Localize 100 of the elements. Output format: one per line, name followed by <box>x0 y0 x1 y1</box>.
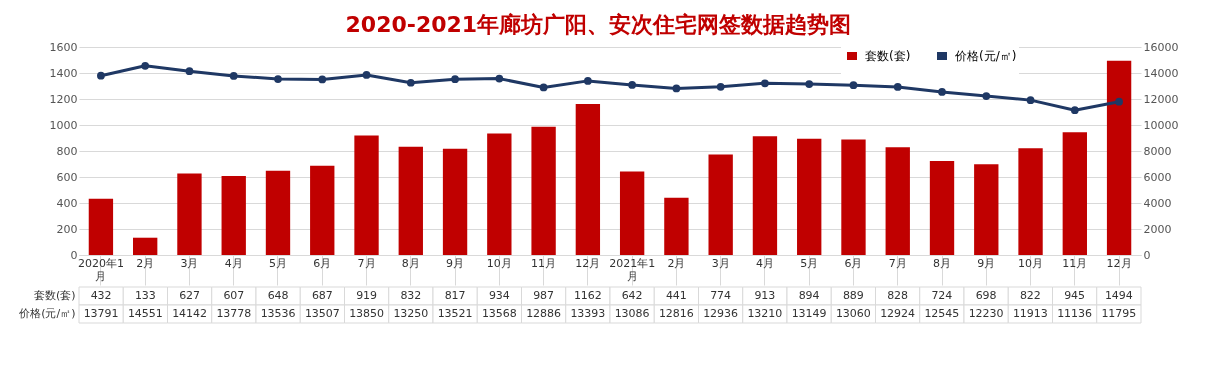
bar <box>1106 60 1132 255</box>
legend-label: 价格(元/㎡) <box>954 49 1017 63</box>
point <box>362 71 371 79</box>
data-label: 642 <box>621 289 643 302</box>
point <box>451 75 459 84</box>
bar <box>708 154 733 255</box>
x-tick-label: 12月 <box>1106 256 1132 270</box>
point <box>406 78 415 87</box>
y-tick-label: 1200 <box>49 92 78 106</box>
x-tick-label: 6月 <box>313 256 332 270</box>
point <box>893 83 902 91</box>
data-label: 919 <box>356 289 378 302</box>
bar <box>133 237 158 255</box>
bar <box>265 170 291 255</box>
point <box>185 67 194 76</box>
bar <box>664 197 689 255</box>
data-label: 12545 <box>924 307 960 320</box>
bar <box>88 198 114 255</box>
y2-tick-label: 2000 <box>1143 222 1172 236</box>
point <box>1070 106 1079 115</box>
bar <box>974 164 999 255</box>
data-label: 1162 <box>573 289 602 302</box>
data-label: 724 <box>931 289 953 302</box>
data-label: 12886 <box>526 307 562 320</box>
point <box>1115 97 1123 106</box>
y2-tick-label: 14000 <box>1143 66 1179 80</box>
bar <box>885 147 910 255</box>
data-label: 14142 <box>172 307 208 320</box>
data-label: 11913 <box>1012 307 1048 320</box>
point <box>761 79 769 88</box>
data-label: 627 <box>179 289 201 302</box>
point <box>716 82 725 91</box>
data-label: 13086 <box>614 307 650 320</box>
y2-tick-label: 12000 <box>1143 92 1179 106</box>
text: 价格(元/㎡) <box>19 307 76 320</box>
data-label: 13536 <box>260 307 296 320</box>
data-label: 12924 <box>880 307 916 320</box>
data-label: 687 <box>311 289 333 302</box>
text: 套数(套) <box>33 289 76 302</box>
y2-tick-label: 4000 <box>1143 196 1172 210</box>
data-label: 14551 <box>127 307 163 320</box>
point <box>672 84 681 93</box>
x-tick-label: 5月 <box>800 256 819 270</box>
x-tick-label: 6月 <box>844 256 863 270</box>
y-tick-label: 1000 <box>49 118 78 132</box>
x-tick-label: 3月 <box>711 256 730 270</box>
x-tick-label: 8月 <box>933 256 952 270</box>
data-label: 13778 <box>216 307 252 320</box>
chart-title: 2020-2021年廊坊广阳、安次住宅网签数据趋势图 <box>345 12 852 37</box>
x-tick-label: 2021年1月 <box>609 256 656 283</box>
point <box>539 83 548 92</box>
point <box>849 81 858 90</box>
point <box>982 92 991 100</box>
x-tick-label: 2月 <box>136 256 155 270</box>
x-tick-label: 4月 <box>224 256 243 270</box>
point <box>805 80 814 88</box>
legend-label: 套数(套) <box>865 49 911 63</box>
data-label: 889 <box>842 289 864 302</box>
x-tick-label: 5月 <box>268 256 287 270</box>
data-label: 822 <box>1019 289 1041 302</box>
data-label: 13568 <box>481 307 517 320</box>
data-label: 13507 <box>304 307 340 320</box>
x-tick-label: 7月 <box>888 256 907 270</box>
data-label: 934 <box>488 289 510 302</box>
data-label: 432 <box>90 289 112 302</box>
bar <box>221 176 246 255</box>
y-tick-label: 1400 <box>49 66 78 80</box>
point <box>628 81 637 89</box>
x-tick-label: 10月 <box>486 256 512 270</box>
data-label: 13210 <box>747 307 783 320</box>
x-tick-label: 2月 <box>667 256 686 270</box>
point <box>938 88 946 96</box>
data-label: 133 <box>134 289 156 302</box>
x-tick-label: 11月 <box>531 256 557 270</box>
x-tick-label: 8月 <box>401 256 420 270</box>
bar <box>354 135 379 255</box>
bar <box>841 139 866 255</box>
point <box>318 75 327 84</box>
y2-tick-label: 6000 <box>1143 170 1172 184</box>
y2-tick-label: 16000 <box>1143 40 1179 54</box>
data-label: 817 <box>444 289 466 302</box>
x-tick-label: 4月 <box>755 256 774 270</box>
data-label: 13850 <box>349 307 385 320</box>
bar <box>1018 148 1043 255</box>
data-label: 13791 <box>83 307 119 320</box>
data-label: 987 <box>533 289 555 302</box>
y-tick-label: 1600 <box>49 40 78 54</box>
x-tick-label: 10月 <box>1018 256 1044 270</box>
data-label: 13149 <box>791 307 827 320</box>
data-label: 698 <box>975 289 997 302</box>
data-label: 913 <box>754 289 776 302</box>
data-label: 945 <box>1064 289 1086 302</box>
y-tick-label: 600 <box>56 170 78 184</box>
data-label: 13393 <box>570 307 606 320</box>
point <box>1026 96 1035 104</box>
data-label: 894 <box>798 289 820 302</box>
y-tick-label: 800 <box>56 144 78 158</box>
data-label: 607 <box>223 289 245 302</box>
bar <box>310 165 335 255</box>
data-label: 13060 <box>835 307 871 320</box>
